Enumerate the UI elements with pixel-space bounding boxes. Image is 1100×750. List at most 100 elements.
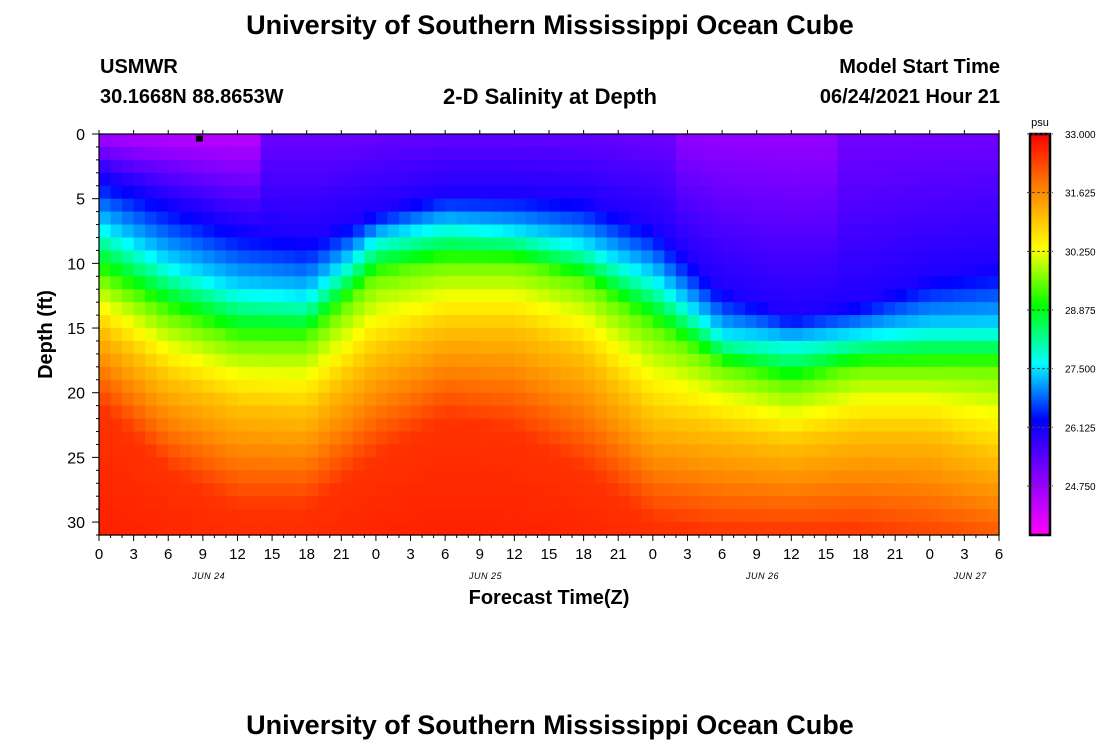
heatmap-cell — [514, 392, 527, 407]
heatmap-cell — [479, 263, 492, 277]
heatmap-cell — [110, 405, 123, 420]
heatmap-cell — [225, 509, 239, 523]
heatmap-cell — [479, 340, 492, 355]
heatmap-cell — [110, 509, 123, 523]
heatmap-cell — [745, 134, 758, 148]
heatmap-cell — [641, 315, 654, 329]
heatmap-cell — [375, 431, 389, 446]
heatmap-cell — [110, 211, 123, 226]
heatmap-cell — [214, 522, 227, 536]
heatmap-cell — [929, 328, 942, 342]
heatmap-cell — [837, 134, 850, 148]
heatmap-cell — [549, 211, 562, 226]
heatmap-cell — [456, 379, 469, 394]
heatmap-cell — [987, 353, 1000, 368]
heatmap-cell — [225, 250, 239, 264]
heatmap-cell — [929, 237, 942, 252]
heatmap-cell — [445, 276, 458, 290]
heatmap-cell — [595, 340, 608, 355]
heatmap-cell — [237, 224, 250, 239]
heatmap-cell — [710, 457, 723, 471]
heatmap-cell — [387, 250, 400, 264]
heatmap-cell — [399, 315, 412, 329]
heatmap-cell — [768, 211, 781, 226]
heatmap-cell — [837, 198, 850, 213]
heatmap-cell — [791, 509, 804, 523]
heatmap-cell — [952, 509, 965, 523]
heatmap-cell — [410, 185, 423, 200]
heatmap-cell — [283, 353, 296, 368]
heatmap-cell — [525, 263, 539, 277]
heatmap-cell — [537, 509, 550, 523]
heatmap-cell — [514, 159, 527, 174]
heatmap-cell — [399, 159, 412, 174]
heatmap-cell — [422, 418, 435, 433]
heatmap-cell — [456, 353, 469, 368]
heatmap-cell — [352, 405, 365, 420]
heatmap-cell — [468, 263, 481, 277]
heatmap-cell — [952, 185, 965, 200]
heatmap-cell — [572, 366, 585, 381]
heatmap-cell — [849, 328, 862, 342]
heatmap-cell — [849, 353, 862, 368]
heatmap-cell — [849, 134, 862, 148]
heatmap-cell — [872, 496, 885, 510]
heatmap-cell — [468, 315, 481, 329]
heatmap-cell — [479, 405, 492, 420]
heatmap-cell — [468, 224, 481, 239]
heatmap-cell — [433, 302, 446, 316]
heatmap-cell — [814, 289, 827, 303]
heatmap-cell — [225, 289, 239, 303]
heatmap-cell — [537, 470, 550, 484]
footer-title: University of Southern Mississippi Ocean… — [246, 710, 854, 740]
heatmap-cell — [525, 328, 539, 342]
heatmap-cell — [387, 470, 400, 484]
heatmap-cell — [179, 366, 192, 381]
heatmap-cell — [260, 250, 273, 264]
heatmap-cell — [975, 211, 989, 226]
heatmap-cell — [468, 496, 481, 510]
heatmap-cell — [110, 302, 123, 316]
heatmap-cell — [99, 185, 112, 200]
heatmap-cell — [825, 470, 839, 484]
heatmap-cell — [814, 328, 827, 342]
heatmap-cell — [352, 302, 365, 316]
heatmap-cell — [295, 366, 308, 381]
heatmap-cell — [779, 418, 792, 433]
heatmap-cell — [179, 483, 192, 497]
heatmap-cell — [456, 134, 469, 148]
heatmap-cell — [295, 263, 308, 277]
heatmap-cell — [572, 340, 585, 355]
heatmap-cell — [802, 470, 815, 484]
heatmap-cell — [433, 237, 446, 252]
heatmap-cell — [918, 444, 931, 458]
heatmap-cell — [191, 353, 204, 368]
heatmap-cell — [225, 405, 239, 420]
heatmap-cell — [306, 146, 319, 161]
heatmap-cell — [883, 496, 896, 510]
heatmap-cell — [514, 483, 527, 497]
heatmap-cell — [560, 198, 573, 213]
heatmap-cell — [133, 418, 146, 433]
heatmap-cell — [295, 276, 308, 290]
heatmap-cell — [145, 263, 158, 277]
heatmap-cell — [872, 328, 885, 342]
heatmap-cell — [929, 198, 942, 213]
heatmap-cell — [895, 509, 908, 523]
heatmap-cell — [825, 315, 839, 329]
heatmap-cell — [272, 211, 285, 226]
heatmap-cell — [145, 444, 158, 458]
heatmap-cell — [179, 302, 192, 316]
heatmap-cell — [375, 172, 389, 187]
heatmap-cell — [514, 509, 527, 523]
heatmap-cell — [145, 470, 158, 484]
heatmap-cell — [133, 470, 146, 484]
heatmap-cell — [664, 302, 677, 316]
heatmap-cell — [145, 328, 158, 342]
heatmap-cell — [791, 353, 804, 368]
heatmap-cell — [260, 483, 273, 497]
heatmap-cell — [583, 263, 596, 277]
heatmap-cell — [872, 444, 885, 458]
heatmap-cell — [433, 134, 446, 148]
heatmap-cell — [595, 302, 608, 316]
